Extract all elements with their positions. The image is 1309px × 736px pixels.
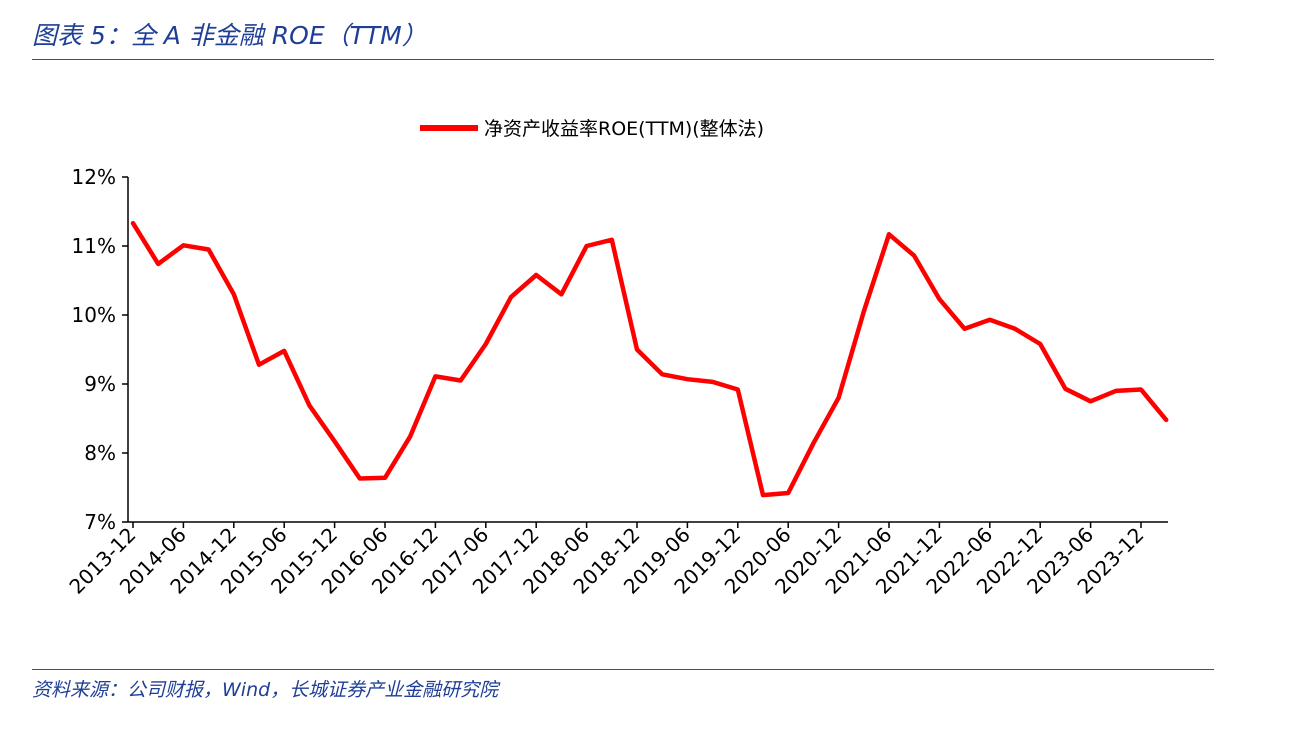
y-tick-label: 9% — [84, 372, 116, 396]
y-axis: 7% 8% 9% 10% 11% 12% — [72, 165, 129, 534]
legend-label: 净资产收益率ROE(TTM)(整体法) — [484, 118, 764, 140]
y-tick-label: 7% — [84, 510, 116, 534]
title-divider — [32, 59, 1214, 60]
source-divider — [32, 669, 1214, 670]
y-tick-label: 12% — [72, 165, 116, 189]
source-note: 资料来源：公司财报，Wind，长城证券产业金融研究院 — [32, 679, 499, 701]
y-tick-label: 8% — [84, 441, 116, 465]
figure-title: 图表 5：全 A 非金融 ROE（TTM） — [32, 21, 427, 50]
legend: 净资产收益率ROE(TTM)(整体法) — [420, 118, 764, 140]
x-axis: 2013-122014-062014-122015-062015-122016-… — [64, 521, 1168, 599]
y-tick-label: 11% — [72, 234, 116, 258]
series-layer — [130, 220, 1169, 498]
series-line — [130, 220, 1169, 498]
y-tick-label: 10% — [72, 303, 116, 327]
